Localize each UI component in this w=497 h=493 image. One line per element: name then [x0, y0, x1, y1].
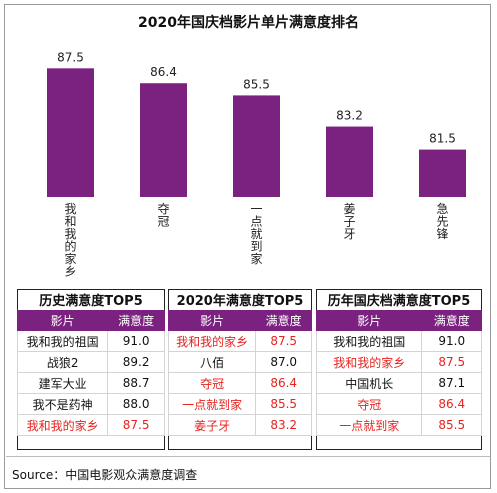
- column-header-score: 满意度: [421, 310, 482, 331]
- film-name-cell: 一点就到家: [315, 414, 423, 436]
- score-cell: 86.4: [255, 372, 312, 394]
- table-row: 姜子牙 83.2: [167, 414, 312, 436]
- table-row: 一点就到家 85.5: [167, 393, 312, 415]
- table-row: 中国机长 87.1: [315, 372, 482, 394]
- table-row: 我和我的祖国 91.0: [315, 330, 482, 352]
- score-cell: 87.5: [107, 414, 165, 436]
- table-row: 我和我的家乡 87.5: [167, 330, 312, 352]
- category-label: 一点就到家: [250, 202, 262, 266]
- source-divider: [6, 456, 490, 457]
- film-name-cell: 我和我的祖国: [16, 330, 109, 352]
- score-cell: 87.5: [255, 330, 312, 352]
- category-label: 我和我的家乡: [64, 202, 76, 279]
- table-row: 我和我的家乡 87.5: [315, 351, 482, 373]
- value-label: 83.2: [336, 109, 363, 123]
- score-cell: 85.5: [255, 393, 312, 415]
- film-name-cell: 建军大业: [16, 372, 109, 394]
- table-row: 我和我的家乡 87.5: [16, 414, 165, 436]
- year-2020-top5-table: 2020年满意度TOP5 影片 满意度 我和我的家乡 87.5 八佰 87.0 夺冠 86…: [167, 289, 312, 436]
- category-label: 姜子牙: [343, 202, 355, 241]
- category-label: 急先锋: [436, 201, 448, 241]
- score-cell: 91.0: [107, 330, 165, 352]
- national-day-top5-table: 历年国庆档满意度TOP5 影片 满意度 我和我的祖国 91.0 我和我的家乡 87.5…: [315, 289, 482, 436]
- film-name-cell: 夺冠: [167, 372, 257, 394]
- table-caption: 历史满意度TOP5: [39, 294, 143, 309]
- score-cell: 91.0: [421, 330, 482, 352]
- score-cell: 86.4: [421, 393, 482, 415]
- score-cell: 83.2: [255, 414, 312, 436]
- bar-chart: 87.5 86.4 85.5 83.2 81.5 我和我的家乡 夺冠 一点就到家 姜子牙 急先锋: [47, 50, 466, 279]
- film-name-cell: 我和我的祖国: [315, 330, 423, 352]
- table-row: 建军大业 88.7: [16, 372, 165, 394]
- value-label: 81.5: [429, 132, 456, 146]
- score-cell: 87.5: [421, 351, 482, 373]
- column-header-score: 满意度: [255, 310, 312, 331]
- score-cell: 87.0: [255, 351, 312, 373]
- value-label: 85.5: [243, 77, 270, 91]
- film-name-cell: 八佰: [167, 351, 257, 373]
- film-name-cell: 我和我的家乡: [167, 330, 257, 352]
- bar: [47, 68, 94, 198]
- film-name-cell: 一点就到家: [167, 393, 257, 415]
- column-header-film: 影片: [315, 310, 423, 331]
- figure-frame: [4, 4, 491, 489]
- bar: [140, 83, 187, 197]
- value-label: 87.5: [57, 50, 84, 64]
- table-row: 一点就到家 85.5: [315, 414, 482, 436]
- score-cell: 87.1: [421, 372, 482, 394]
- table-row: 我不是药神 88.0: [16, 393, 165, 415]
- score-cell: 88.7: [107, 372, 165, 394]
- value-labels-group: 87.5 86.4 85.5 83.2 81.5: [57, 50, 456, 145]
- column-header-score: 满意度: [107, 310, 165, 331]
- table-row: 战狼2 89.2: [16, 351, 165, 373]
- column-header-film: 影片: [167, 310, 257, 331]
- table-row: 夺冠 86.4: [167, 372, 312, 394]
- source-note: Source：中国电影观众满意度调查: [12, 468, 198, 482]
- film-name-cell: 中国机长: [315, 372, 423, 394]
- column-header-film: 影片: [16, 310, 109, 331]
- film-name-cell: 我不是药神: [16, 393, 109, 415]
- bar: [419, 149, 466, 197]
- category-label: 夺冠: [157, 202, 169, 229]
- table-row: 八佰 87.0: [167, 351, 312, 373]
- bar: [233, 95, 280, 197]
- film-name-cell: 战狼2: [16, 351, 109, 373]
- film-name-cell: 姜子牙: [167, 414, 257, 436]
- bars-group: [47, 68, 466, 198]
- table-caption: 历年国庆档满意度TOP5: [327, 294, 471, 309]
- table-caption: 2020年满意度TOP5: [176, 294, 304, 309]
- film-name-cell: 夺冠: [315, 393, 423, 415]
- value-label: 86.4: [150, 65, 177, 79]
- table-row: 夺冠 86.4: [315, 393, 482, 415]
- score-cell: 85.5: [421, 414, 482, 436]
- history-top5-table: 历史满意度TOP5 影片 满意度 我和我的祖国 91.0 战狼2 89.2 建军大业 88…: [16, 289, 165, 436]
- category-labels-group: 我和我的家乡 夺冠 一点就到家 姜子牙 急先锋: [64, 201, 448, 279]
- score-cell: 88.0: [107, 393, 165, 415]
- film-name-cell: 我和我的家乡: [16, 414, 109, 436]
- table-row: 我和我的祖国 91.0: [16, 330, 165, 352]
- score-cell: 89.2: [107, 351, 165, 373]
- bar: [326, 126, 373, 197]
- chart-title: 2020年国庆档影片单片满意度排名: [138, 15, 359, 31]
- film-name-cell: 我和我的家乡: [315, 351, 423, 373]
